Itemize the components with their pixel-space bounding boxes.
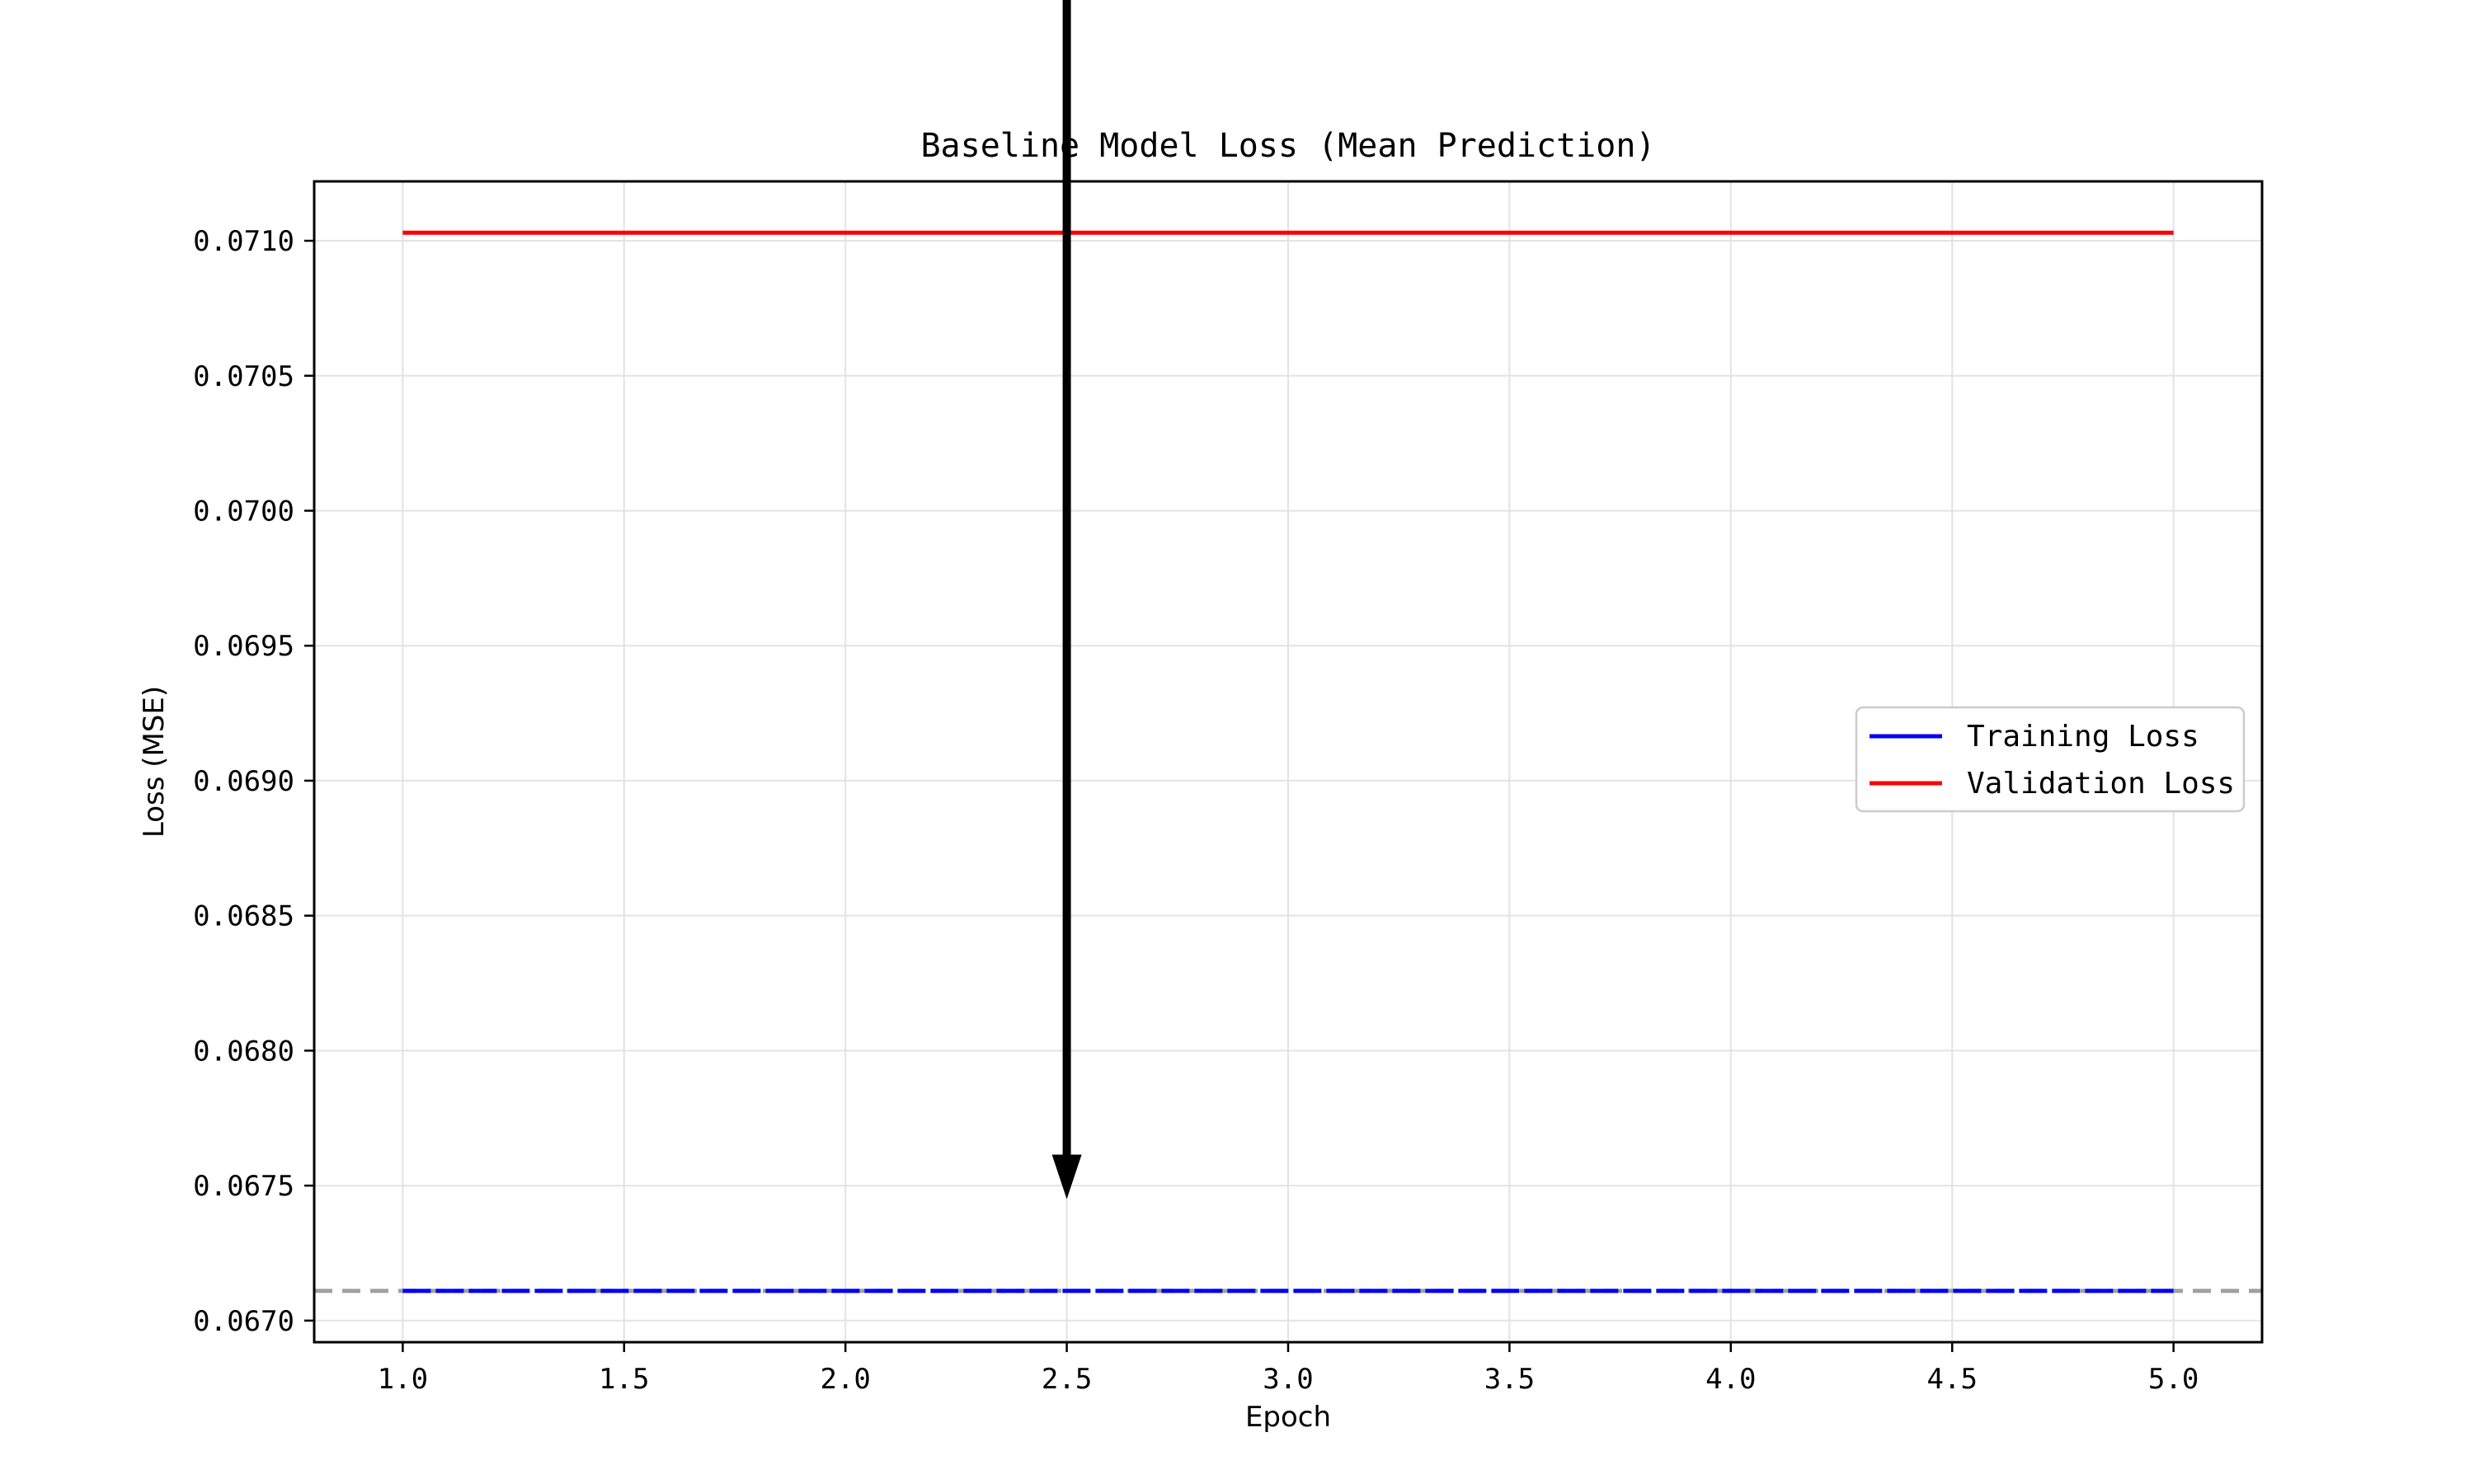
x-tick-label-7: 4.5	[1927, 1363, 1978, 1396]
legend-label-0: Training Loss	[1967, 720, 2199, 754]
y-tick-label-8: 0.0710	[193, 225, 294, 258]
y-axis-label: Loss (MSE)	[138, 686, 171, 838]
y-tick-label-7: 0.0705	[193, 360, 294, 393]
x-axis-label: Epoch	[1245, 1401, 1331, 1434]
y-tick-label-3: 0.0685	[193, 900, 294, 933]
x-tick-label-8: 5.0	[2148, 1363, 2199, 1396]
y-tick-label-1: 0.0675	[193, 1170, 294, 1203]
x-tick-label-0: 1.0	[378, 1363, 428, 1396]
x-tick-label-5: 3.5	[1484, 1363, 1535, 1396]
y-tick-label-0: 0.0670	[193, 1305, 294, 1338]
chart-title: Baseline Model Loss (Mean Prediction)	[920, 127, 1655, 165]
x-tick-label-6: 4.0	[1705, 1363, 1756, 1396]
legend: Training Loss Validation Loss	[1855, 706, 2246, 813]
y-tick-label-5: 0.0695	[193, 630, 294, 663]
series-layer	[314, 230, 2262, 1294]
y-tick-label-2: 0.0680	[193, 1035, 294, 1068]
x-tick-label-3: 2.5	[1042, 1363, 1092, 1396]
arrow-head	[1051, 1154, 1082, 1200]
legend-label-1: Validation Loss	[1967, 767, 2235, 801]
annotation-arrow	[1051, 0, 1082, 1200]
x-tick-label-1: 1.5	[599, 1363, 649, 1396]
x-tick-label-4: 3.0	[1263, 1363, 1313, 1396]
tick-layer: 1.0 1.5 2.0 2.5 3.0 3.5 4.0 4.5 5.0 0.0670 0.0675 0…	[193, 225, 2199, 1396]
legend-box	[1855, 706, 2246, 813]
y-tick-label-4: 0.0690	[193, 765, 294, 798]
y-tick-label-6: 0.0700	[193, 495, 294, 528]
x-tick-label-2: 2.0	[820, 1363, 870, 1396]
